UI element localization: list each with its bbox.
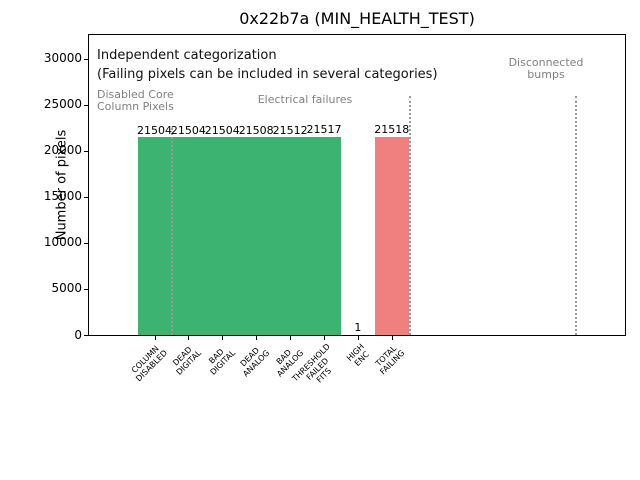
y-tick-mark xyxy=(84,242,88,244)
y-tick-mark xyxy=(84,335,88,336)
y-tick-label: 30000 xyxy=(43,51,82,66)
x-tick-mark xyxy=(357,336,359,340)
x-tick-mark xyxy=(256,336,258,340)
separator-line xyxy=(574,95,577,335)
bar-value-label: 21508 xyxy=(238,123,274,137)
y-tick-mark xyxy=(84,288,88,290)
annotation-independent-categorization: Independent categorization xyxy=(97,48,277,63)
x-tick-label-total-failing: TOTAL FAILING xyxy=(373,343,407,377)
plot-area: Independent categorization (Failing pixe… xyxy=(88,34,626,336)
y-tick-mark xyxy=(84,150,88,152)
y-tick-label: 25000 xyxy=(43,97,82,112)
bar-dead-digital xyxy=(171,137,206,335)
x-tick-label-column-disabled: COLUMN DISABLED xyxy=(129,344,170,384)
bar-value-label: 21504 xyxy=(137,123,172,137)
y-tick-label: 10000 xyxy=(43,235,82,250)
x-tick-label-bad-digital: BAD DIGITAL xyxy=(207,347,238,377)
group-label-disabled-core-column-pixels: Disabled Core Column Pixels xyxy=(97,88,174,114)
x-tick-mark xyxy=(222,336,224,340)
group-label-disconnected-bumps: Disconnected bumps xyxy=(508,56,584,82)
group-label-electrical-failures: Electrical failures xyxy=(257,93,353,106)
y-tick-label: 15000 xyxy=(43,189,82,204)
y-tick-mark xyxy=(84,104,88,106)
x-tick-mark xyxy=(391,336,393,340)
x-tick-label-dead-analog: DEAD ANALOG xyxy=(238,345,272,379)
separator-line xyxy=(408,95,411,335)
separator-line xyxy=(171,127,174,335)
bar-value-label: 1 xyxy=(354,321,362,335)
chart-title: 0x22b7a (MIN_HEALTH_TEST) xyxy=(239,9,475,28)
bar-value-label: 21504 xyxy=(204,123,240,137)
bar-dead-analog xyxy=(239,137,274,335)
x-tick-label-high-enc: HIGH ENC xyxy=(345,342,372,369)
bar-value-label: 21504 xyxy=(170,123,206,137)
x-tick-mark xyxy=(154,336,156,340)
bar-bad-digital xyxy=(205,137,240,335)
bar-threshold-failed-fits xyxy=(307,137,341,335)
y-tick-mark xyxy=(84,58,88,60)
bar-column-disabled xyxy=(137,137,172,335)
y-tick-mark xyxy=(84,196,88,198)
bar-value-label: 21512 xyxy=(272,123,308,137)
x-tick-label-dead-digital: DEAD DIGITAL xyxy=(171,344,204,377)
bar-value-label: 21517 xyxy=(306,123,342,137)
x-tick-mark xyxy=(188,336,190,340)
x-tick-mark xyxy=(290,336,292,340)
bar-bad-analog xyxy=(273,137,308,335)
y-tick-label: 0 xyxy=(74,327,82,342)
annotation-categories-note: (Failing pixels can be included in sever… xyxy=(97,67,438,82)
bar-value-label: 21518 xyxy=(374,123,410,137)
x-tick-mark xyxy=(324,336,325,340)
y-tick-label: 5000 xyxy=(51,281,82,296)
bar-total-failing xyxy=(374,136,409,335)
y-tick-label: 20000 xyxy=(43,143,82,158)
